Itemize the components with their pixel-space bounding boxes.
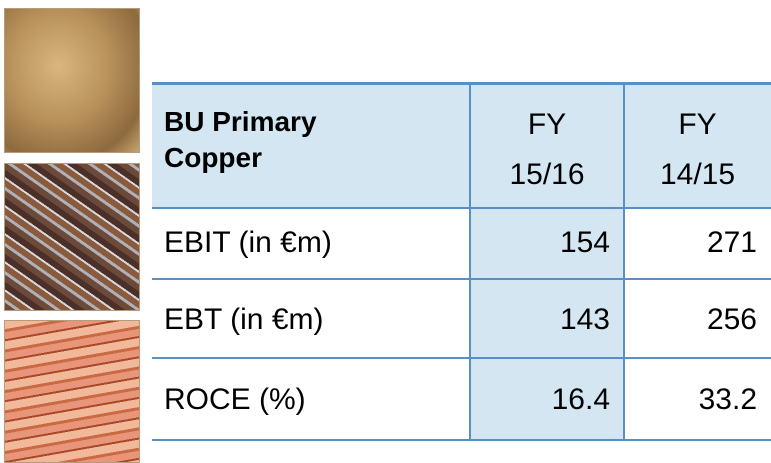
header-text: 14/15 [659,158,736,191]
column-rule [469,83,471,441]
photo-ore [4,8,140,153]
header-text: BU Primary [164,106,317,137]
header-text: Copper [164,142,262,173]
value-cell: 154 [559,226,610,259]
header-shade [152,83,771,208]
header-text: 15/16 [509,158,585,191]
value-cell: 33.2 [698,383,757,416]
header-cell: BU Primary Copper [164,104,460,176]
header-text: FY [527,108,567,141]
photo-cathodes [4,320,140,463]
rule [152,207,771,209]
value-cell: 16.4 [551,383,610,416]
photo-scrap [4,163,140,311]
header-text: FY [678,108,717,141]
rule [152,357,771,359]
header-cell: FY 15/16 [470,100,624,200]
value-cell: 271 [706,226,757,259]
value-cell: 143 [559,303,610,336]
rule-bottom [152,439,771,441]
rule [152,278,771,280]
rule-top [152,82,771,85]
value-cell: 256 [706,303,757,336]
row-label: EBIT (in €m) [164,226,332,259]
column-rule [623,83,625,441]
header-cell: FY 14/15 [624,100,771,200]
row-label: ROCE (%) [164,383,306,416]
row-label: EBT (in €m) [164,303,324,336]
column-shade [470,208,624,440]
